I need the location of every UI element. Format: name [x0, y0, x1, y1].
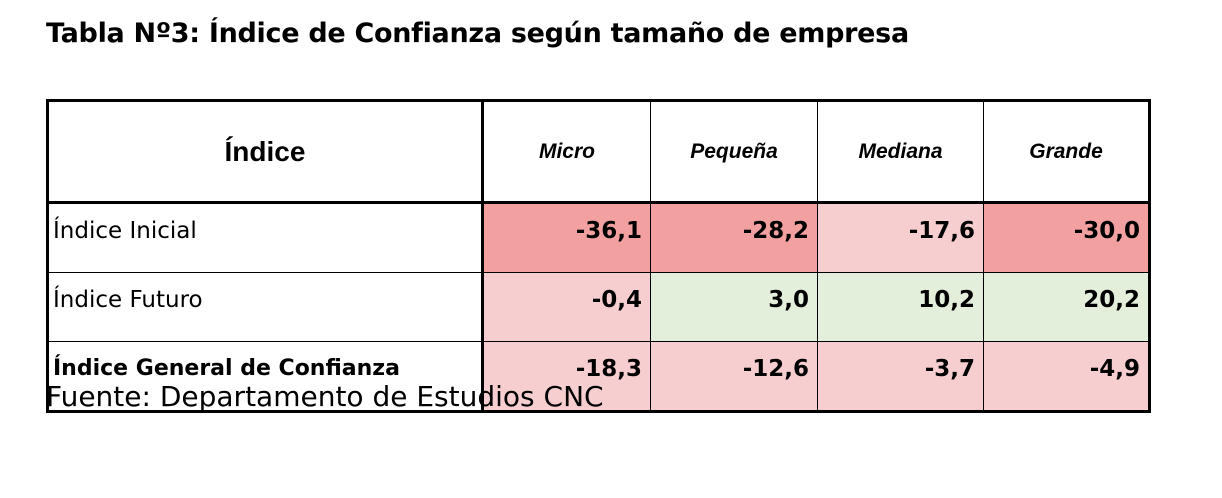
- cell-pequena: -12,6: [650, 341, 818, 412]
- table-row-indice-futuro: Índice Futuro -0,4 3,0 10,2 20,2: [47, 272, 1150, 342]
- cell-mediana: -17,6: [817, 202, 984, 273]
- cell-mediana: -3,7: [817, 341, 984, 412]
- row-label: Índice General de Confianza: [47, 341, 484, 412]
- cell-micro: -36,1: [482, 202, 651, 273]
- cell-grande: 20,2: [983, 272, 1150, 342]
- cell-micro: -0,4: [482, 272, 651, 342]
- header-grande: Grande: [983, 100, 1150, 203]
- header-index: Índice: [47, 100, 484, 203]
- header-mediana: Mediana: [817, 100, 984, 203]
- row-label: Índice Futuro: [47, 272, 484, 342]
- cell-grande: -4,9: [983, 341, 1150, 412]
- cell-micro: -18,3: [482, 341, 651, 412]
- table-row-indice-general: Índice General de Confianza -18,3 -12,6 …: [47, 341, 1150, 412]
- cell-pequena: -28,2: [650, 202, 818, 273]
- table-header-row: Índice Micro Pequeña Mediana Grande: [47, 100, 1150, 203]
- cell-grande: -30,0: [983, 202, 1150, 273]
- cell-mediana: 10,2: [817, 272, 984, 342]
- confidence-index-table: Índice Micro Pequeña Mediana Grande Índi…: [46, 99, 1151, 413]
- header-micro: Micro: [482, 100, 651, 203]
- cell-pequena: 3,0: [650, 272, 818, 342]
- row-label: Índice Inicial: [47, 202, 484, 273]
- table-title: Tabla Nº3: Índice de Confianza según tam…: [46, 18, 909, 49]
- header-pequena: Pequeña: [650, 100, 818, 203]
- table-row-indice-inicial: Índice Inicial -36,1 -28,2 -17,6 -30,0: [47, 202, 1150, 273]
- source-note: Fuente: Departamento de Estudios CNC: [46, 380, 604, 413]
